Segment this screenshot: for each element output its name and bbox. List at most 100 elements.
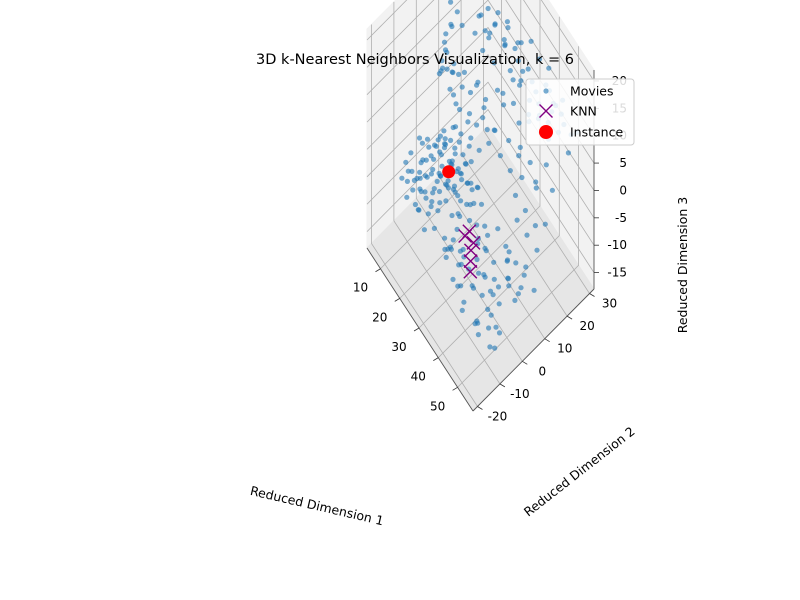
- movie-point: [483, 96, 489, 103]
- movie-point: [451, 61, 457, 67]
- movie-point: [431, 186, 437, 192]
- movie-point: [442, 246, 448, 252]
- movie-point: [404, 178, 410, 184]
- movie-point: [542, 221, 548, 227]
- x-tick-mark: [375, 268, 381, 273]
- movie-point: [436, 188, 443, 195]
- movie-point: [474, 222, 480, 228]
- movie-point: [505, 25, 511, 31]
- movie-point: [428, 203, 434, 210]
- movie-point: [487, 344, 493, 350]
- movie-point: [507, 68, 513, 74]
- movie-point: [459, 307, 465, 313]
- knn-point: [463, 254, 478, 269]
- chart-title: 3D k-Nearest Neighbors Visualization, k …: [256, 52, 574, 68]
- movie-point: [443, 254, 449, 260]
- movie-point: [442, 136, 448, 142]
- movie-point: [428, 171, 434, 177]
- movie-point: [444, 66, 450, 72]
- movie-point: [455, 193, 461, 199]
- movie-point: [450, 124, 456, 131]
- movie-point: [433, 143, 439, 149]
- movie-point: [458, 261, 464, 267]
- movie-point: [461, 69, 467, 75]
- movie-point: [497, 153, 503, 159]
- movie-point: [495, 284, 502, 290]
- z-tick-label: 0: [619, 183, 627, 197]
- z-gridline: [366, 0, 595, 82]
- movie-point: [461, 299, 467, 305]
- movie-point: [492, 345, 498, 351]
- y-tick-mark: [477, 406, 483, 410]
- movie-point: [507, 168, 513, 174]
- movie-point: [448, 21, 454, 27]
- movie-point: [475, 320, 481, 326]
- y-tick-mark: [566, 315, 573, 320]
- movie-point: [478, 201, 485, 207]
- movie-point: [444, 49, 450, 56]
- movie-point: [416, 135, 423, 141]
- movie-point: [496, 330, 503, 336]
- movie-point: [491, 259, 497, 265]
- y-gridline: [371, 24, 478, 407]
- movie-point: [506, 137, 512, 144]
- movie-point: [536, 56, 543, 62]
- movie-point: [454, 226, 460, 232]
- x-axis-line: [366, 247, 474, 412]
- z-tick-label: -15: [607, 266, 627, 280]
- x-gridline: [380, 0, 502, 269]
- movie-point: [459, 84, 465, 90]
- movie-point: [488, 312, 494, 318]
- z-tick-label: 5: [619, 156, 627, 170]
- movie-point: [440, 65, 446, 71]
- movie-point: [449, 212, 455, 219]
- movie-point: [457, 248, 463, 254]
- legend-item-knn: KNN: [539, 104, 597, 119]
- movie-point: [534, 247, 540, 253]
- movie-point: [494, 87, 501, 93]
- x-tick-label: 30: [391, 340, 406, 354]
- movie-point: [430, 166, 436, 173]
- movie-point: [512, 45, 518, 52]
- movie-point: [422, 189, 428, 195]
- movie-point: [403, 159, 409, 165]
- movie-point: [460, 152, 466, 158]
- movie-point: [419, 140, 425, 146]
- movie-point: [466, 266, 472, 272]
- movie-point: [445, 185, 451, 191]
- movie-point: [423, 157, 429, 163]
- movie-point: [533, 185, 539, 191]
- legend-frame: [525, 78, 635, 146]
- movie-point: [470, 285, 477, 291]
- movie-point: [456, 71, 462, 77]
- movie-point: [491, 127, 497, 133]
- movie-point: [510, 100, 517, 106]
- movie-point: [434, 178, 440, 184]
- y-tick-label: 20: [579, 319, 594, 333]
- movie-point: [438, 152, 444, 158]
- instance-point: [442, 165, 456, 179]
- movie-point: [532, 223, 539, 229]
- movie-point: [418, 188, 424, 195]
- legend-item-movies: Movies: [543, 84, 614, 99]
- movie-point: [528, 38, 534, 44]
- x-tick-label: 10: [353, 281, 368, 295]
- movie-point: [417, 169, 423, 175]
- movie-point: [504, 258, 510, 264]
- movie-point: [525, 66, 531, 72]
- movie-point: [405, 168, 411, 174]
- movie-point: [491, 276, 497, 282]
- y-gridline: [393, 1, 501, 385]
- movie-point: [485, 306, 491, 312]
- movie-point: [512, 297, 518, 303]
- movie-point: [430, 190, 436, 196]
- movie-point: [482, 28, 488, 34]
- movie-point: [492, 21, 498, 27]
- movie-point: [518, 78, 524, 84]
- movie-point: [451, 183, 458, 189]
- movie-point: [457, 106, 463, 113]
- movie-point: [480, 115, 486, 121]
- movie-point: [423, 195, 429, 201]
- movie-point: [468, 180, 474, 186]
